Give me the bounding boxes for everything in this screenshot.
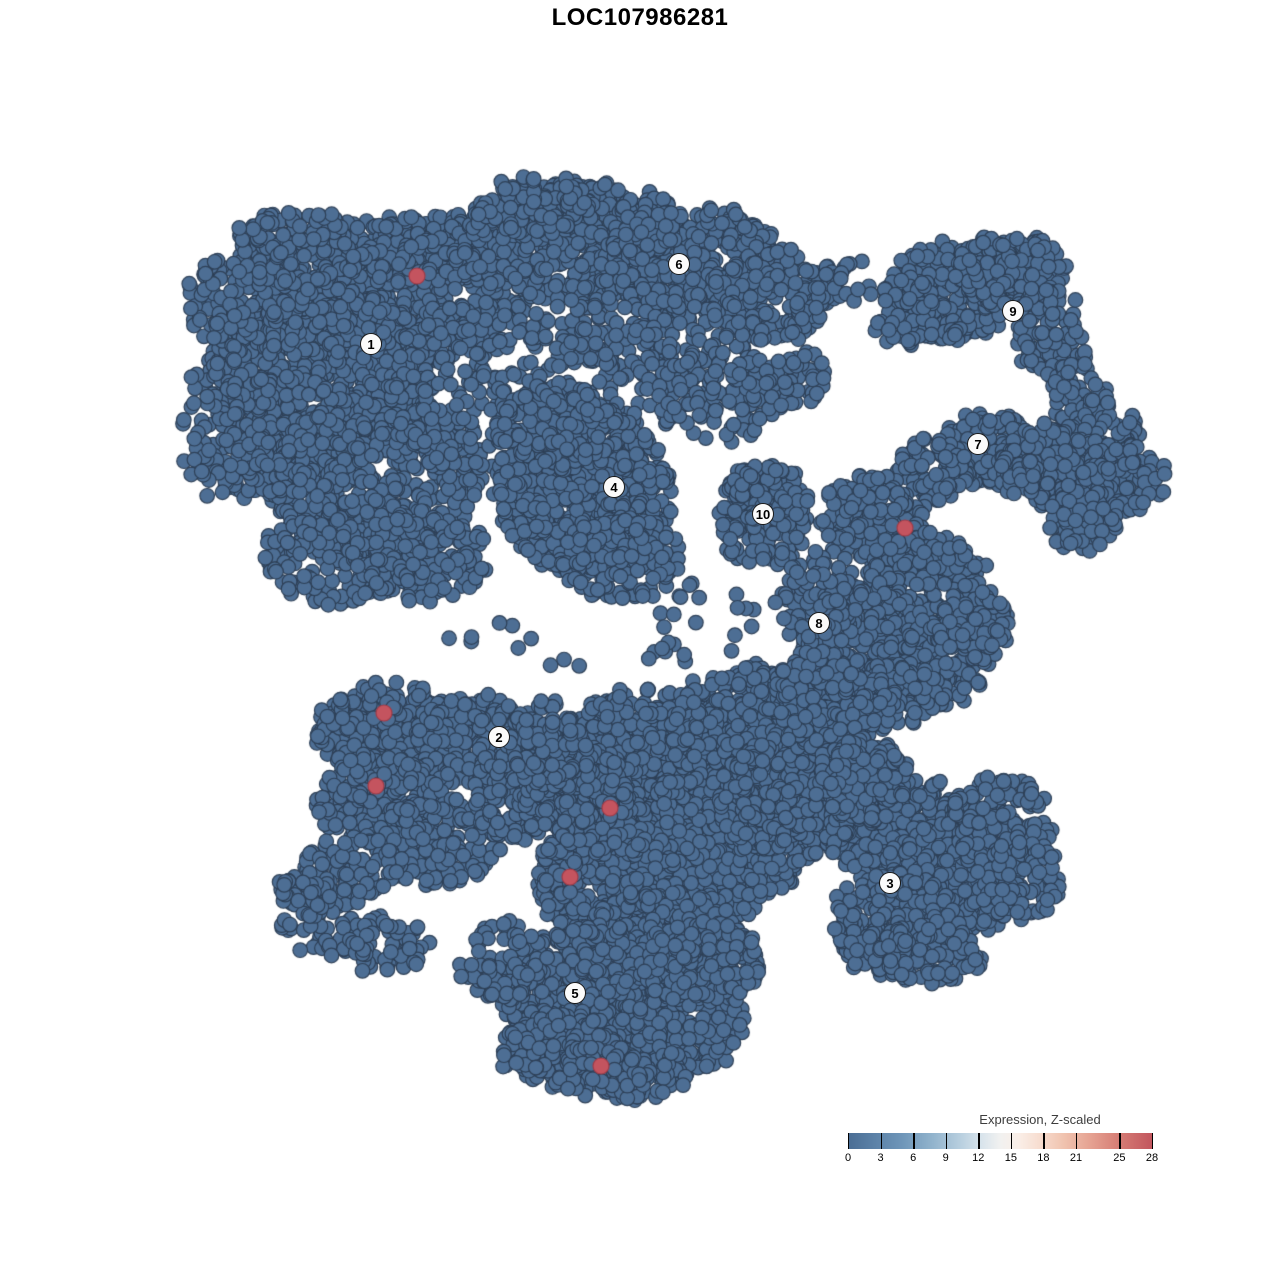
cluster-label-2: 2: [488, 726, 510, 748]
legend-tick: [848, 1133, 850, 1149]
legend-tick: [945, 1133, 948, 1149]
legend-tick-label: 18: [1037, 1152, 1050, 1164]
cluster-label-1: 1: [360, 333, 382, 355]
legend-tick: [1076, 1133, 1078, 1149]
legend-tick-label: 25: [1113, 1152, 1126, 1164]
legend-tick-label: 9: [942, 1152, 949, 1164]
cluster-label-3: 3: [879, 872, 901, 894]
legend-tick: [880, 1133, 882, 1149]
legend-title: Expression, Z-scaled: [979, 1112, 1101, 1127]
legend-tick: [1152, 1133, 1154, 1149]
legend-tick: [1043, 1133, 1045, 1149]
legend-tick: [913, 1133, 915, 1149]
cluster-label-8: 8: [808, 612, 830, 634]
cluster-label-6: 6: [668, 253, 690, 275]
legend-tick-label: 6: [910, 1152, 917, 1164]
legend-tick-label: 21: [1069, 1152, 1083, 1164]
legend-tick-label: 0: [844, 1152, 852, 1164]
legend-tick-label: 28: [1145, 1152, 1159, 1164]
legend-tick-label: 15: [1004, 1152, 1017, 1164]
legend-gradient-bar: [848, 1133, 1154, 1149]
legend-tick: [1010, 1133, 1013, 1149]
expression-legend: Expression, Z-scaled 0 3 6 9 12 15 18 21 25 28: [845, 1112, 1158, 1172]
legend-tick: [1119, 1133, 1121, 1149]
cluster-label-5: 5: [564, 982, 586, 1004]
legend-tick: [978, 1133, 980, 1149]
cluster-label-9: 9: [1002, 300, 1024, 322]
legend-tick-label: 12: [972, 1152, 985, 1164]
cluster-label-4: 4: [603, 476, 625, 498]
cluster-label-7: 7: [967, 433, 989, 455]
legend-tick-label: 3: [877, 1152, 884, 1164]
cluster-label-10: 10: [752, 503, 774, 525]
